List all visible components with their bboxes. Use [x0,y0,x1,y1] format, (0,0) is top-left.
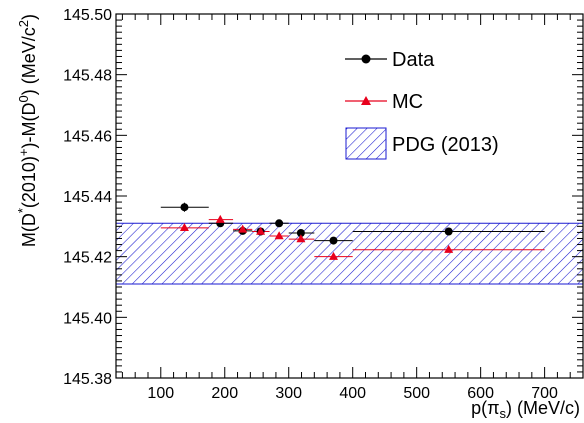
legend-item-pdg: PDG (2013) [345,127,499,160]
legend-data-marker [361,54,371,64]
legend-mc-label: MC [392,91,423,113]
y-tick-label: 145.40 [63,310,112,327]
data-point-6 [329,236,338,245]
x-tick-label: 200 [211,385,238,402]
y-tick-label: 145.46 [63,128,112,145]
y-tick-label: 145.50 [63,7,112,24]
x-tick-label: 400 [339,385,366,402]
mc-point-0 [179,223,189,232]
y-tick-label: 145.38 [63,371,112,388]
data-point-0 [180,203,189,212]
y-axis-ticks: 145.38 145.40 145.42 145.44 145.46 145.48 145.… [63,7,583,388]
x-tick-label: 700 [531,385,558,402]
mc-point-4 [274,231,284,240]
y-tick-label: 145.48 [63,68,112,85]
pdg-band-layer [116,222,583,285]
data-point-5 [296,229,305,238]
x-tick-label: 100 [147,385,174,402]
x-tick-label: 600 [467,385,494,402]
y-tick-label: 145.44 [63,189,112,206]
y-tick-label: 145.42 [63,250,112,267]
legend-pdg-swatch [345,127,387,160]
mc-point-5 [296,234,306,243]
x-tick-label: 300 [275,385,302,402]
plot-frame [115,13,584,379]
x-tick-label: 500 [403,385,430,402]
legend-data-label: Data [392,49,435,71]
data-point-4 [275,219,284,228]
mc-point-2 [238,224,248,233]
data-point-7 [444,227,453,236]
x-axis-ticks: 100 200 300 400 500 600 700 [121,14,571,402]
mc-point-7 [444,244,454,253]
markers-layer [179,203,454,260]
legend-item-data: Data [345,49,435,71]
pdg-band [116,223,583,284]
mc-point-6 [329,251,339,260]
y-axis-title: M(D*(2010)+)-M(D0) (MeV/c2) [15,14,39,247]
legend-pdg-label: PDG (2013) [392,134,499,156]
legend: Data MC PDG (2013) [345,49,499,160]
legend-item-mc: MC [345,91,423,113]
mc-point-3 [256,226,266,235]
mc-point-1 [215,214,225,223]
legend-mc-marker [361,96,371,105]
x-axis-title: p(πs) (MeV/c) [471,398,580,421]
